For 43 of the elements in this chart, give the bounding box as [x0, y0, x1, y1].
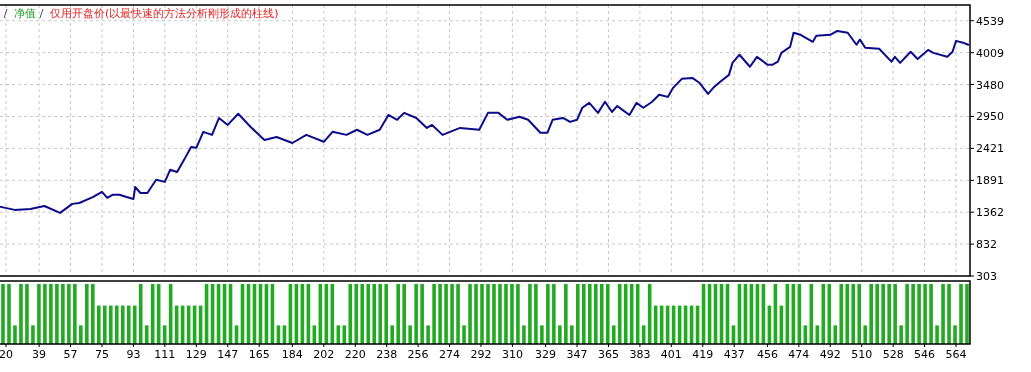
- x-tick-label: 347: [566, 348, 588, 361]
- line-series: [0, 29, 970, 214]
- x-tick-label: 383: [629, 348, 651, 361]
- y-tick-label: 2421: [976, 142, 1004, 156]
- x-tick-label: 474: [788, 348, 810, 361]
- x-tick-label: 39: [32, 348, 47, 361]
- x-tick-label: 184: [281, 348, 303, 361]
- x-tick-label: 20: [0, 348, 13, 361]
- x-tick-label: 202: [313, 348, 335, 361]
- x-tick-label: 220: [344, 348, 366, 361]
- x-tick-label: 310: [501, 348, 523, 361]
- y-tick-label: 303: [976, 270, 997, 283]
- x-tick-label: 75: [94, 348, 109, 361]
- x-tick-label: 510: [851, 348, 873, 361]
- x-tick-label: 456: [756, 348, 778, 361]
- y-tick-label: 1362: [976, 206, 1004, 220]
- x-tick-label: 93: [126, 348, 141, 361]
- x-tick-label: 419: [692, 348, 714, 361]
- x-tick-label: 147: [217, 348, 239, 361]
- chart-title: 净值: [14, 7, 36, 20]
- y-tick-label: 4009: [976, 46, 1004, 60]
- x-tick-label: 256: [407, 348, 429, 361]
- x-tick-label: 564: [945, 348, 967, 361]
- x-tick-label: 329: [535, 348, 557, 361]
- chart-subtitle: 仅用开盘价(以最快速的方法分析刚形成的柱线): [50, 7, 279, 20]
- x-tick-label: 238: [376, 348, 398, 361]
- y-tick-label: 832: [976, 238, 997, 252]
- x-tick-label: 111: [154, 348, 176, 361]
- x-tick-label: 528: [882, 348, 904, 361]
- x-tick-label: 492: [819, 348, 841, 361]
- x-tick-label: 292: [470, 348, 492, 361]
- x-tick-label: 274: [439, 348, 461, 361]
- y-tick-label: 1891: [976, 174, 1004, 188]
- x-tick-label: 129: [185, 348, 207, 361]
- x-tick-label: 401: [660, 348, 682, 361]
- x-tick-label: 365: [597, 348, 619, 361]
- x-tick-label: 546: [914, 348, 936, 361]
- x-tick-label: 165: [248, 348, 270, 361]
- y-tick-label: 2950: [976, 110, 1004, 124]
- x-tick-label: 437: [723, 348, 745, 361]
- y-tick-label: 4539: [976, 14, 1004, 28]
- y-tick-label: 3480: [976, 78, 1004, 92]
- x-tick-label: 57: [63, 348, 78, 361]
